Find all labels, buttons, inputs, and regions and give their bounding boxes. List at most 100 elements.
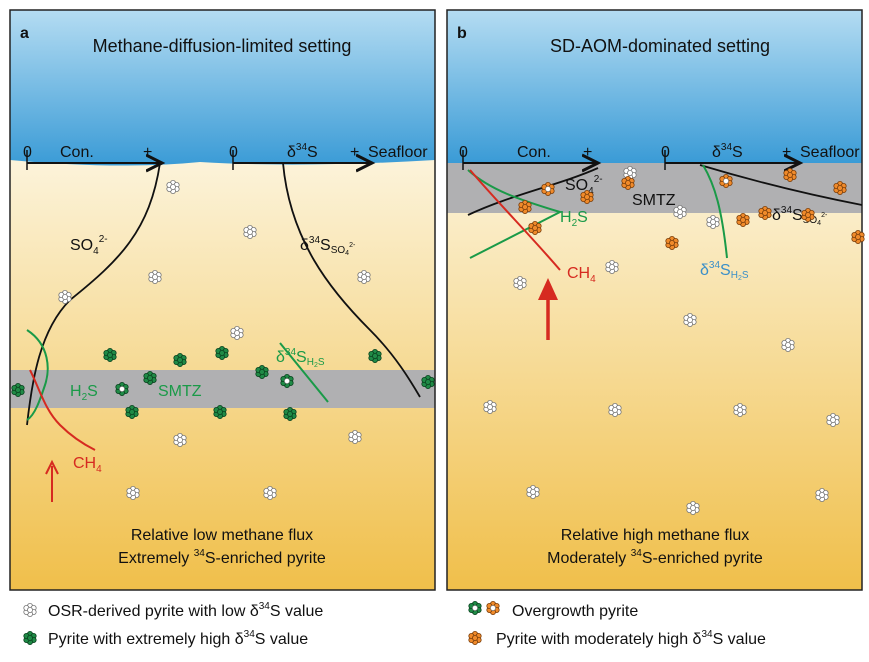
pyrite-core (723, 178, 728, 183)
label: + (583, 144, 592, 161)
pyrite-icon (816, 488, 828, 501)
pyrite-icon (827, 413, 839, 426)
text-part: 2- (349, 242, 356, 249)
text-part: 34 (244, 629, 256, 640)
text-part: 4 (93, 246, 99, 257)
pyrite-core (545, 186, 550, 191)
pyrite-icon (687, 501, 699, 514)
pyrite-icon (422, 375, 434, 388)
label: Con. (60, 144, 94, 161)
pyrite-icon (167, 180, 179, 193)
footer: Extremely 34S-enriched pyrite (118, 548, 326, 567)
pyrite-icon (484, 400, 496, 413)
text-part: H (560, 209, 572, 226)
pyrite-icon (174, 433, 186, 446)
label: 0 (661, 144, 670, 161)
pyrite-icon (581, 190, 593, 203)
pyrite-icon (784, 168, 796, 181)
text-part: 4 (96, 464, 102, 475)
pyrite-icon (149, 270, 161, 283)
pyrite-icon (231, 326, 243, 339)
text-part: S value (255, 631, 308, 648)
label: Pyrite with moderately high δ34S value (496, 629, 766, 648)
pyrite-icon (734, 403, 746, 416)
text-part: 2- (821, 212, 828, 219)
text-part: δ (276, 349, 285, 366)
pyrite-icon (174, 353, 186, 366)
pyrite-icon (606, 260, 618, 273)
text-part: δ (712, 144, 721, 161)
pyrite-icon (802, 208, 814, 221)
pyrite-icon (469, 631, 481, 644)
label: + (350, 144, 359, 161)
pyrite-core (284, 378, 289, 383)
label: Con. (517, 144, 551, 161)
pyrite-core (472, 605, 477, 610)
pyrite-icon (264, 486, 276, 499)
label: 0 (229, 144, 238, 161)
text-part: H (307, 357, 314, 368)
pyrite-icon (358, 270, 370, 283)
text-part: Pyrite with moderately high δ (496, 631, 702, 648)
text-part: 34 (309, 235, 321, 246)
label: SD-AOM-dominated setting (550, 36, 770, 56)
text-part: Pyrite with extremely high δ (48, 631, 244, 648)
text-part: 34 (631, 548, 643, 559)
text-part: S value (270, 603, 323, 620)
panel-a: a Methane-diffusion-limited setting 0 Co… (10, 10, 435, 590)
panel-label: a (20, 25, 29, 42)
text-part: CH (567, 265, 590, 282)
label: OSR-derived pyrite with low δ34S value (48, 601, 323, 620)
label: Seafloor (368, 144, 428, 161)
text-part: 4 (590, 274, 596, 285)
text-part: S (577, 209, 588, 226)
pyrite-icon (782, 338, 794, 351)
text-part: S (87, 383, 98, 400)
text-part: S-enriched pyrite (642, 550, 763, 567)
pyrite-icon (519, 200, 531, 213)
pyrite-icon (514, 276, 526, 289)
pyrite-icon (144, 371, 156, 384)
pyrite-icon (284, 407, 296, 420)
panel-b: b SD-AOM-dominated setting 0 Con. + 0 δ3… (447, 10, 862, 590)
text-part: 2- (594, 174, 603, 185)
text-part: δ (300, 237, 309, 254)
footer: Relative low methane flux (131, 527, 313, 544)
text-part: 34 (285, 347, 297, 358)
text-part: 34 (296, 142, 308, 153)
text-part: 4 (817, 220, 821, 227)
text-part: 4 (345, 250, 349, 257)
label: + (143, 144, 152, 161)
text-part: S value (713, 631, 766, 648)
legend: OSR-derived pyrite with low δ34S value O… (48, 601, 766, 648)
text-part: Overgrowth pyrite (512, 603, 638, 620)
label: + (782, 144, 791, 161)
text-part: S (792, 207, 803, 224)
text-part: δ (700, 262, 709, 279)
pyrite-core (119, 386, 124, 391)
zone-label: SMTZ (158, 383, 202, 400)
text-part: 34 (781, 205, 793, 216)
pyrite-icon (244, 225, 256, 238)
pyrite-icon (216, 346, 228, 359)
pyrite-icon (666, 236, 678, 249)
text-part: CH (73, 455, 96, 472)
pyrite-icon (126, 405, 138, 418)
pyrite-icon (707, 215, 719, 228)
text-part: S-enriched pyrite (205, 550, 326, 567)
pyrite-icon (529, 221, 541, 234)
pyrite-icon (256, 365, 268, 378)
pyrite-icon (759, 206, 771, 219)
pyrite-icon (104, 348, 116, 361)
pyrite-icon (349, 430, 361, 443)
diagram: a Methane-diffusion-limited setting 0 Co… (0, 0, 869, 662)
pyrite-icon (737, 213, 749, 226)
text-part: δ (772, 207, 781, 224)
text-part: Extremely (118, 550, 194, 567)
text-part: S (742, 270, 749, 281)
pyrite-icon (684, 313, 696, 326)
pyrite-icon (369, 349, 381, 362)
pyrite-icon (852, 230, 864, 243)
shape (10, 10, 435, 166)
text-part: δ (287, 144, 296, 161)
